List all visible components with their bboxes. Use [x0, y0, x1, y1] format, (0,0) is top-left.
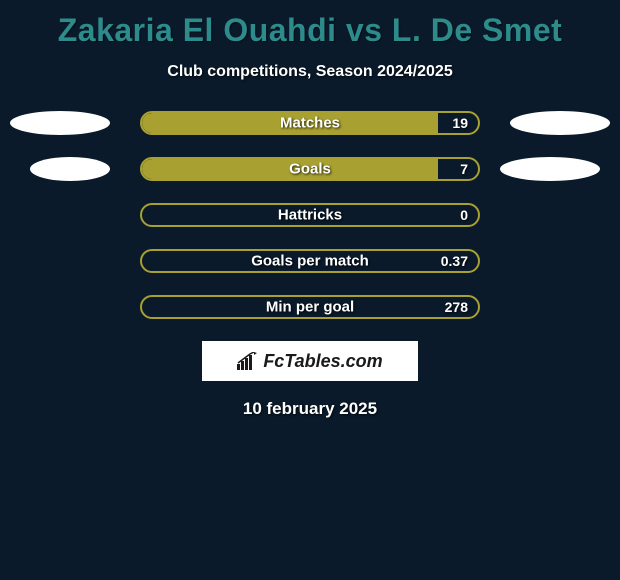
- logo-text: FcTables.com: [263, 351, 382, 372]
- stat-label: Matches: [280, 115, 340, 132]
- stat-value: 7: [460, 161, 468, 177]
- stat-bar: Goals per match 0.37: [140, 249, 480, 273]
- stat-bar: Min per goal 278: [140, 295, 480, 319]
- logo-box: FcTables.com: [202, 341, 418, 381]
- stats-container: Matches 19 Goals 7 Hattricks 0 Goals per match…: [0, 111, 620, 319]
- ellipse-right: [500, 157, 600, 181]
- stat-label: Hattricks: [278, 207, 342, 224]
- stat-value: 278: [445, 299, 468, 315]
- stat-value: 0: [460, 207, 468, 223]
- stat-row: Goals 7: [0, 157, 620, 181]
- stat-label: Goals: [289, 161, 331, 178]
- ellipse-right: [510, 111, 610, 135]
- stat-row: Hattricks 0: [0, 203, 620, 227]
- stat-label: Min per goal: [266, 299, 354, 316]
- stat-label: Goals per match: [251, 253, 369, 270]
- date-text: 10 february 2025: [0, 399, 620, 419]
- subtitle: Club competitions, Season 2024/2025: [0, 63, 620, 81]
- chart-icon: [237, 352, 259, 370]
- stat-value: 0.37: [441, 253, 468, 269]
- stat-row: Matches 19: [0, 111, 620, 135]
- stat-value: 19: [452, 115, 468, 131]
- stat-bar: Hattricks 0: [140, 203, 480, 227]
- page-title: Zakaria El Ouahdi vs L. De Smet: [0, 0, 620, 49]
- ellipse-left: [10, 111, 110, 135]
- stat-row: Goals per match 0.37: [0, 249, 620, 273]
- stat-bar: Matches 19: [140, 111, 480, 135]
- stat-bar: Goals 7: [140, 157, 480, 181]
- ellipse-left: [30, 157, 110, 181]
- stat-row: Min per goal 278: [0, 295, 620, 319]
